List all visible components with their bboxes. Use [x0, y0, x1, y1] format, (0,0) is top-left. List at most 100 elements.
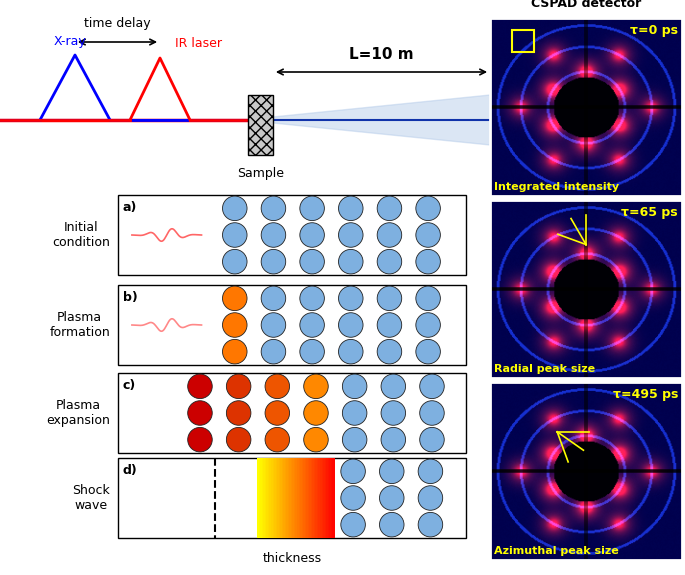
Bar	[277, 458, 279, 538]
Text: τ=65 ps: τ=65 ps	[621, 206, 678, 219]
Text: CSPAD detector: CSPAD detector	[531, 0, 641, 10]
Text: d): d)	[123, 464, 138, 477]
Circle shape	[420, 401, 445, 426]
Circle shape	[418, 459, 443, 484]
Circle shape	[377, 223, 401, 247]
Bar	[283, 458, 286, 538]
Circle shape	[261, 196, 286, 221]
Bar	[306, 458, 309, 538]
Circle shape	[416, 339, 440, 364]
Circle shape	[420, 427, 445, 452]
Circle shape	[261, 223, 286, 247]
Circle shape	[342, 427, 367, 452]
Bar	[300, 458, 303, 538]
Circle shape	[381, 374, 406, 398]
Circle shape	[300, 196, 325, 221]
Bar	[490, 200, 682, 378]
Bar	[292, 458, 295, 538]
Circle shape	[338, 250, 363, 274]
Bar	[118, 373, 466, 453]
Bar	[118, 458, 466, 538]
Bar	[286, 458, 289, 538]
Circle shape	[265, 427, 290, 452]
Circle shape	[338, 223, 363, 247]
Circle shape	[377, 286, 401, 311]
Bar	[325, 458, 327, 538]
Bar	[271, 458, 273, 538]
Bar	[288, 458, 290, 538]
Bar	[309, 458, 312, 538]
Circle shape	[188, 374, 212, 398]
Bar	[285, 458, 287, 538]
Bar	[490, 18, 682, 196]
Circle shape	[300, 313, 325, 338]
Bar	[312, 458, 315, 538]
Circle shape	[300, 250, 325, 274]
Circle shape	[418, 512, 443, 537]
Circle shape	[223, 250, 247, 274]
Circle shape	[223, 223, 247, 247]
Circle shape	[303, 401, 328, 426]
Bar	[321, 458, 324, 538]
Bar	[329, 458, 332, 538]
Bar	[512, 30, 534, 52]
Circle shape	[300, 223, 325, 247]
Circle shape	[338, 196, 363, 221]
Bar	[268, 458, 271, 538]
Circle shape	[223, 313, 247, 338]
Bar	[295, 458, 298, 538]
Circle shape	[226, 374, 251, 398]
Bar	[280, 458, 283, 538]
Bar	[317, 458, 319, 538]
Bar	[259, 458, 261, 538]
Circle shape	[416, 223, 440, 247]
Circle shape	[261, 250, 286, 274]
Circle shape	[418, 486, 443, 510]
Circle shape	[379, 459, 404, 484]
Bar	[294, 458, 297, 538]
Bar	[262, 458, 264, 538]
Bar	[291, 458, 293, 538]
Bar	[263, 458, 266, 538]
Circle shape	[223, 196, 247, 221]
Bar	[266, 458, 269, 538]
Circle shape	[377, 339, 401, 364]
Circle shape	[338, 339, 363, 364]
Circle shape	[303, 374, 328, 398]
Bar	[332, 458, 335, 538]
Circle shape	[416, 286, 440, 311]
Circle shape	[342, 374, 367, 398]
Circle shape	[416, 196, 440, 221]
Circle shape	[377, 196, 401, 221]
Bar	[301, 458, 304, 538]
Bar	[260, 458, 263, 538]
Bar	[326, 458, 329, 538]
Bar	[299, 458, 301, 538]
Text: c): c)	[123, 379, 136, 392]
Bar	[315, 458, 318, 538]
Bar	[274, 458, 277, 538]
Circle shape	[300, 286, 325, 311]
Circle shape	[261, 313, 286, 338]
Circle shape	[341, 459, 365, 484]
Bar	[265, 458, 267, 538]
Circle shape	[341, 486, 365, 510]
Bar	[311, 458, 313, 538]
Circle shape	[416, 313, 440, 338]
Bar	[248, 95, 273, 155]
Circle shape	[226, 401, 251, 426]
Bar	[305, 458, 307, 538]
Bar	[323, 458, 325, 538]
Circle shape	[377, 250, 401, 274]
Circle shape	[261, 286, 286, 311]
Bar	[308, 458, 310, 538]
Bar	[320, 458, 323, 538]
Text: Azimuthal peak size: Azimuthal peak size	[494, 546, 619, 556]
Text: Integrated intensity: Integrated intensity	[494, 182, 619, 192]
Text: Sample: Sample	[237, 167, 284, 180]
Bar	[118, 195, 466, 275]
Text: L=10 m: L=10 m	[349, 47, 414, 62]
Text: time delay: time delay	[84, 17, 150, 30]
Circle shape	[265, 374, 290, 398]
Bar	[118, 285, 466, 365]
